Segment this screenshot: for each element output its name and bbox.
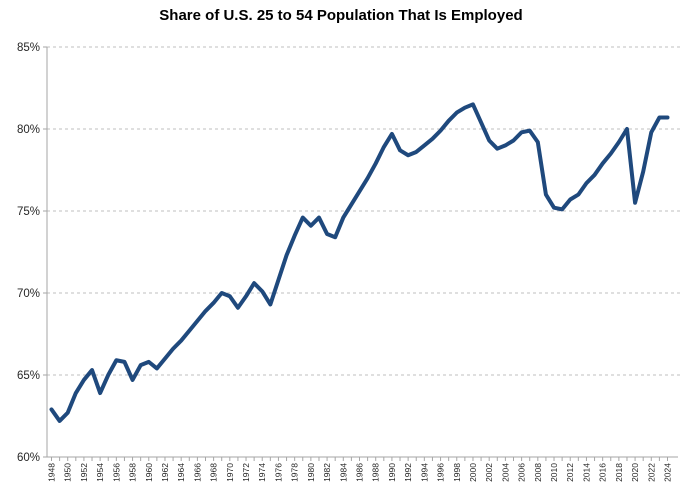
x-axis-label: 2000 — [468, 463, 478, 482]
x-axis-label: 1996 — [436, 463, 446, 482]
x-axis-label: 1990 — [387, 463, 397, 482]
x-axis-label: 1968 — [209, 463, 219, 482]
x-axis-label: 1966 — [192, 463, 202, 482]
y-axis-label: 85% — [17, 42, 40, 54]
x-axis-label: 1964 — [176, 463, 186, 482]
y-axis-label: 70% — [17, 288, 40, 300]
y-axis-label: 60% — [17, 452, 40, 464]
chart-title: Share of U.S. 25 to 54 Population That I… — [159, 7, 523, 24]
x-axis-label: 1986 — [355, 463, 365, 482]
x-axis-label: 1956 — [111, 463, 121, 482]
x-axis-label: 2020 — [630, 463, 640, 482]
x-axis-label: 1958 — [128, 463, 138, 482]
x-axis-label: 1954 — [95, 463, 105, 482]
x-axis-label: 2010 — [549, 463, 559, 482]
x-axis-label: 2004 — [500, 463, 510, 482]
x-axis-label: 1982 — [322, 463, 332, 482]
x-axis-label: 1952 — [79, 463, 89, 482]
x-axis-label: 1972 — [241, 463, 251, 482]
employment-line — [49, 102, 670, 423]
x-axis-label: 2012 — [565, 463, 575, 482]
x-axis-label: 1994 — [419, 463, 429, 482]
x-axis-label: 1974 — [257, 463, 267, 482]
x-axis-label: 2022 — [646, 463, 656, 482]
x-axis-label: 1970 — [225, 463, 235, 482]
y-axis-label: 75% — [17, 206, 40, 218]
x-axis-label: 1978 — [290, 463, 300, 482]
y-axis-label: 80% — [17, 124, 40, 136]
x-axis-label: 2016 — [598, 463, 608, 482]
x-axis-label: 1998 — [452, 463, 462, 482]
x-axis-label: 1992 — [403, 463, 413, 482]
x-axis-label: 1988 — [371, 463, 381, 482]
x-axis-label: 1980 — [306, 463, 316, 482]
x-axis-label: 2018 — [614, 463, 624, 482]
x-axis-label: 1960 — [144, 463, 154, 482]
y-axis-label: 65% — [17, 370, 40, 382]
x-axis-label: 2024 — [663, 463, 673, 482]
x-axis-label: 2002 — [484, 463, 494, 482]
x-axis-label: 1948 — [47, 463, 57, 482]
x-axis-label: 2006 — [517, 463, 527, 482]
x-axis-label: 2014 — [581, 463, 591, 482]
x-axis-label: 1976 — [273, 463, 283, 482]
x-axis-label: 1962 — [160, 463, 170, 482]
x-axis-label: 1984 — [338, 463, 348, 482]
x-axis-label: 1950 — [63, 463, 73, 482]
x-axis-label: 2008 — [533, 463, 543, 482]
